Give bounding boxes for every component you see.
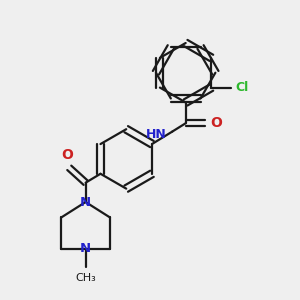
Text: O: O xyxy=(61,148,73,163)
Text: CH₃: CH₃ xyxy=(75,273,96,283)
Text: N: N xyxy=(80,196,91,208)
Text: HN: HN xyxy=(146,128,166,141)
Text: Cl: Cl xyxy=(235,81,248,94)
Text: O: O xyxy=(210,116,222,130)
Text: N: N xyxy=(80,242,91,255)
